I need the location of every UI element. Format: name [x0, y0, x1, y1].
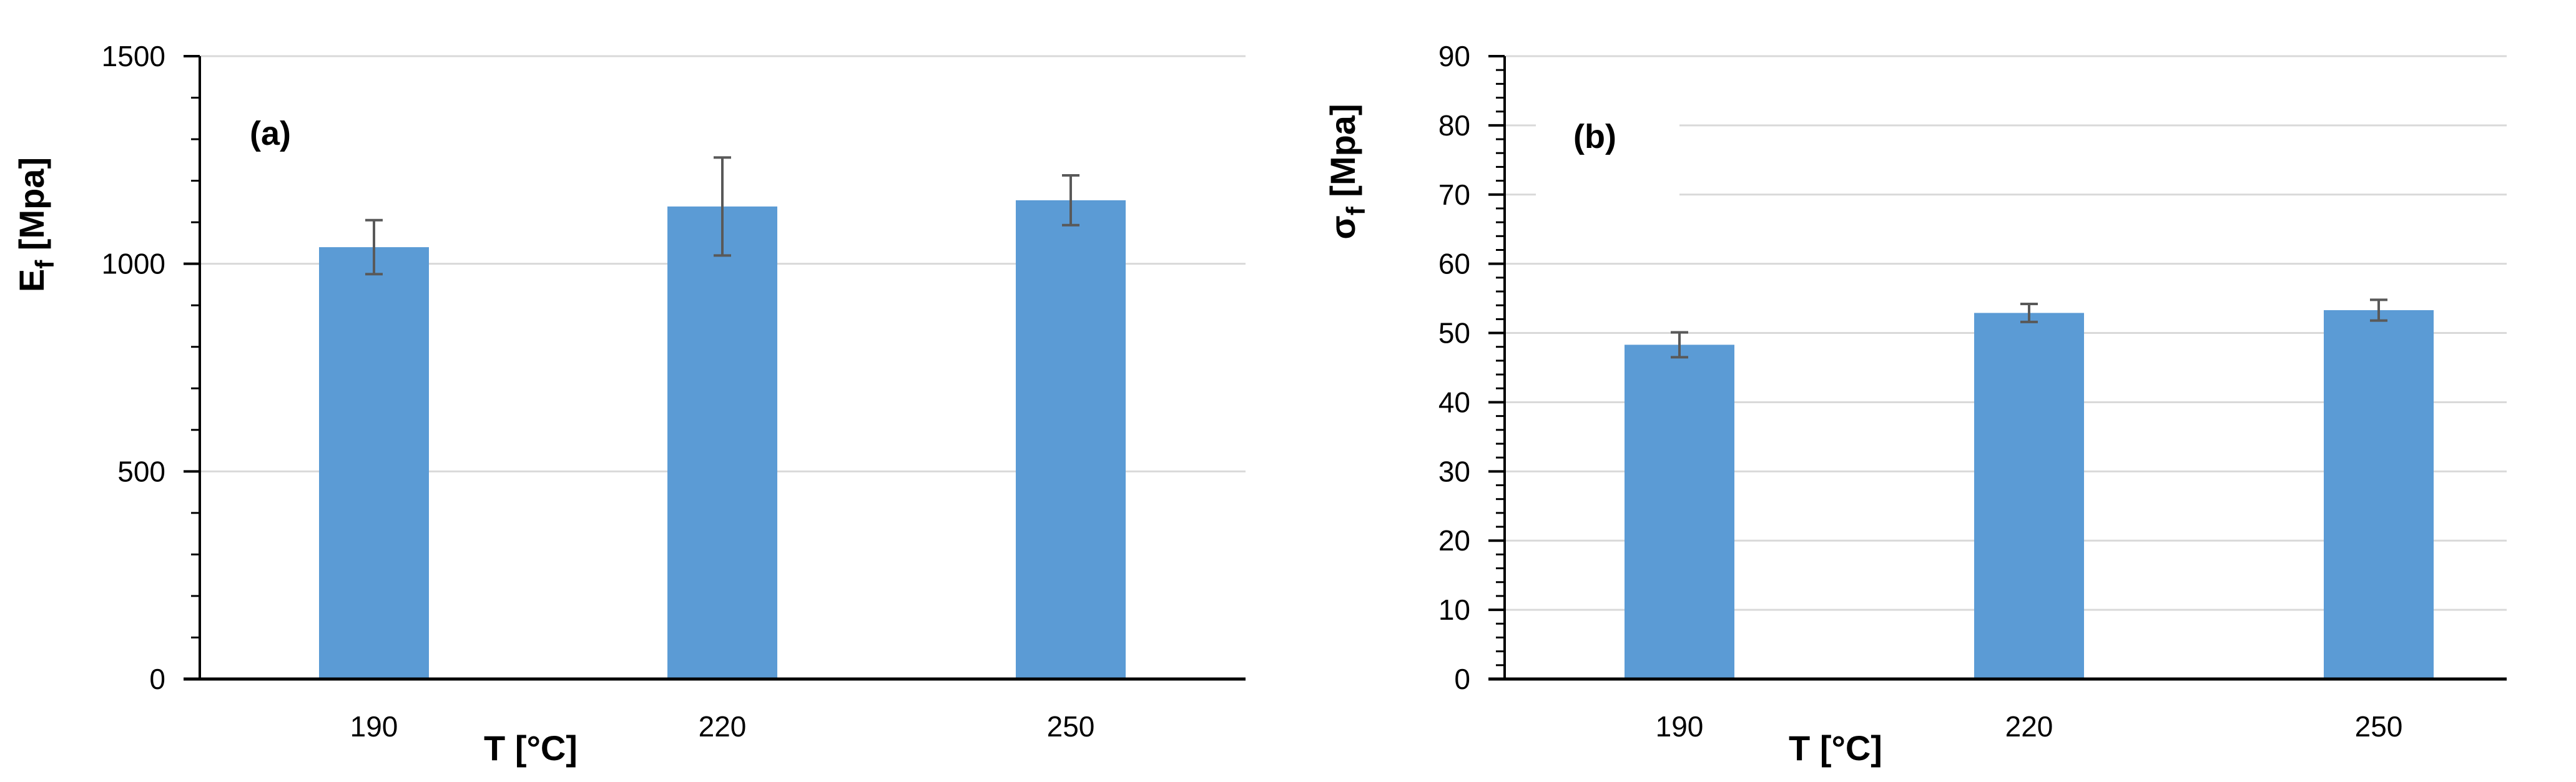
x-tick-label: 190	[350, 710, 398, 743]
x-axis-title: T [°C]	[1789, 728, 1882, 768]
y-axis-title: σf [Mpa]	[1323, 104, 1370, 239]
bar	[667, 206, 777, 679]
bar	[2324, 310, 2434, 679]
x-tick-label: 220	[699, 710, 747, 743]
y-axis-title-main: E	[12, 269, 51, 292]
chart-panel-b: 190 220 250 0 10 20 30 40 50 60 70 80 90 (b) T [°C] σf …	[1323, 40, 2507, 768]
y-axis-title-unit: [Mpa]	[12, 157, 51, 260]
y-axis-title: Ef [Mpa]	[12, 157, 59, 292]
y-tick-label: 500	[117, 455, 165, 487]
y-axis-title-main: σ	[1323, 215, 1362, 239]
y-axis-title-subscript: f	[1341, 206, 1370, 215]
bar	[319, 247, 429, 679]
x-tick-label: 250	[1047, 710, 1095, 743]
y-tick-label: 0	[1454, 663, 1470, 695]
y-axis-title-unit: [Mpa]	[1323, 104, 1362, 207]
y-tick-label: 1500	[102, 40, 165, 72]
y-tick-label: 20	[1438, 524, 1470, 557]
y-tick-label: 40	[1438, 386, 1470, 418]
y-tick-label: 60	[1438, 248, 1470, 280]
y-tick-label: 50	[1438, 317, 1470, 349]
x-tick-label: 190	[1656, 710, 1704, 743]
bar	[1974, 313, 2084, 679]
panel-label: (b)	[1573, 118, 1616, 155]
x-axis-title: T [°C]	[484, 728, 578, 768]
x-tick-label: 220	[2005, 710, 2053, 743]
bar	[1016, 200, 1126, 679]
y-tick-label: 1000	[102, 248, 165, 280]
y-axis-title-subscript: f	[30, 260, 59, 269]
label-background	[1536, 106, 1679, 200]
y-tick-label: 90	[1438, 40, 1470, 72]
y-tick-label: 30	[1438, 455, 1470, 487]
y-tick-label: 70	[1438, 178, 1470, 211]
x-tick-label: 250	[2355, 710, 2403, 743]
y-tick-label: 10	[1438, 594, 1470, 626]
y-tick-label: 0	[149, 663, 165, 695]
y-tick-label: 80	[1438, 109, 1470, 142]
chart-panel-a: 190 220 250 0 500 1000 1500 (a) T [°C] Ef [Mpa]	[12, 40, 1246, 768]
bar	[1625, 345, 1734, 679]
panel-label: (a)	[250, 115, 291, 152]
